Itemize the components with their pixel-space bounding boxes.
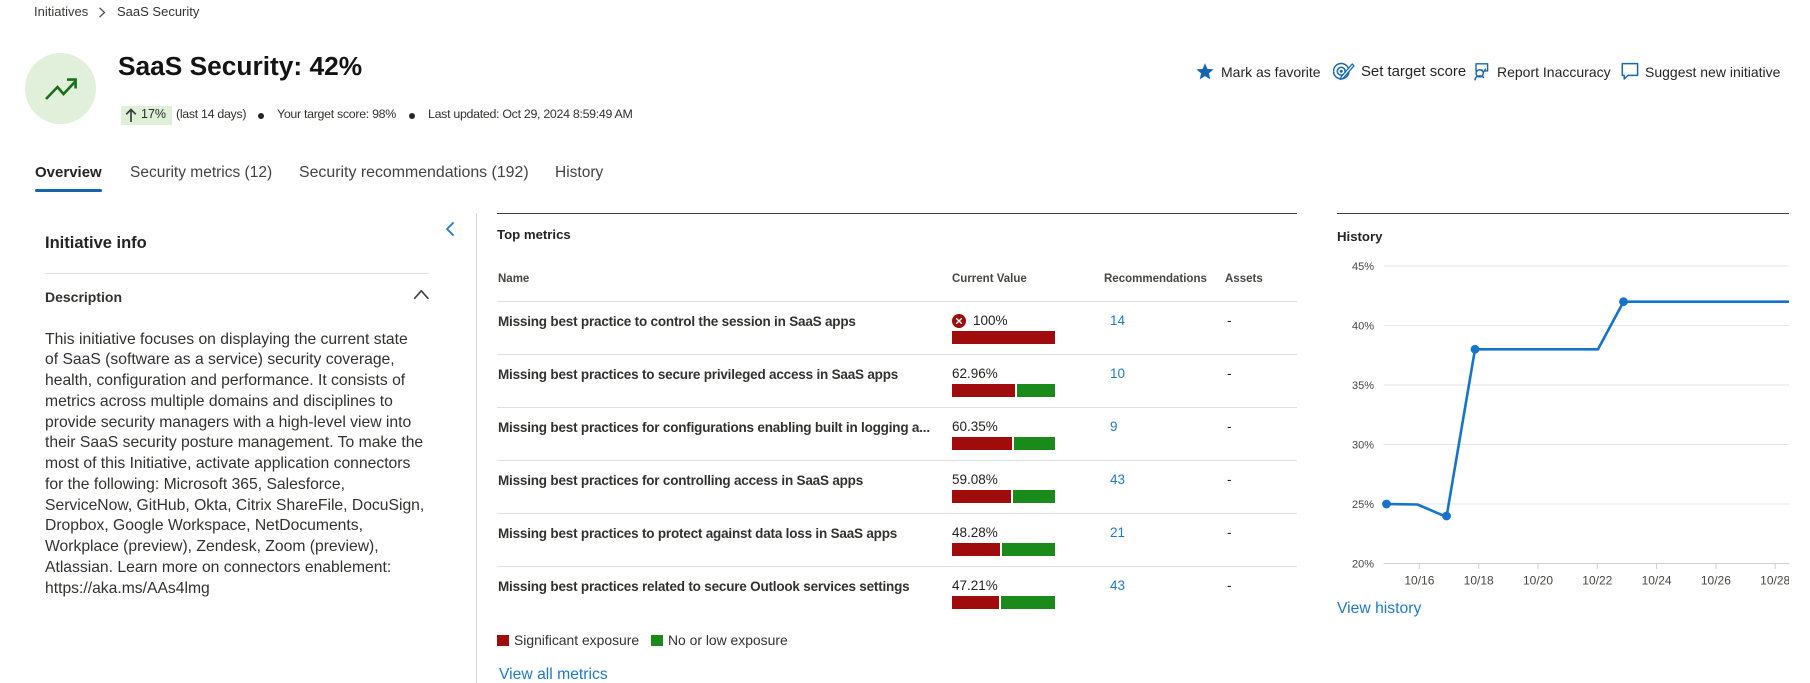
svg-text:35%: 35% <box>1352 380 1374 392</box>
svg-text:10/28: 10/28 <box>1760 574 1789 588</box>
svg-text:20%: 20% <box>1352 559 1374 571</box>
svg-text:10/24: 10/24 <box>1642 574 1672 588</box>
svg-text:10/22: 10/22 <box>1582 574 1612 588</box>
svg-text:10/16: 10/16 <box>1404 574 1434 588</box>
svg-text:10/26: 10/26 <box>1701 574 1731 588</box>
svg-text:10/18: 10/18 <box>1464 574 1494 588</box>
svg-text:25%: 25% <box>1352 499 1374 511</box>
svg-text:40%: 40% <box>1352 321 1374 333</box>
svg-text:10/20: 10/20 <box>1523 574 1553 588</box>
svg-text:30%: 30% <box>1352 440 1374 452</box>
svg-text:45%: 45% <box>1352 261 1374 273</box>
